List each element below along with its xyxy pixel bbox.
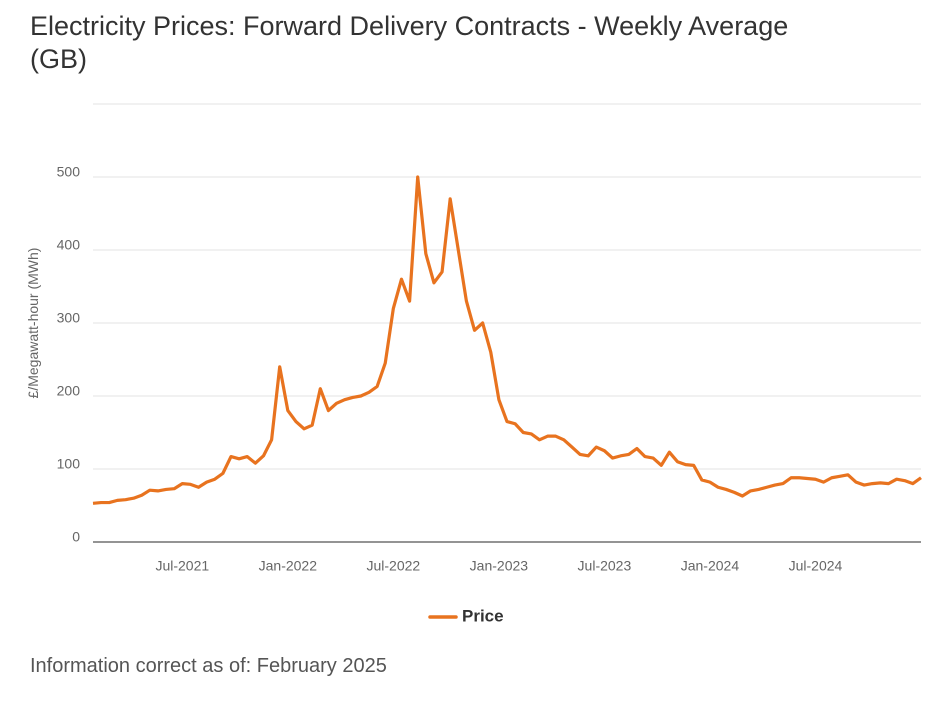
price-line: [92, 175, 922, 505]
x-tick-label: Jan-2024: [681, 558, 740, 574]
x-tick-label: Jul-2021: [155, 558, 209, 574]
x-tick-label: Jul-2023: [578, 558, 632, 574]
x-tick-label: Jul-2022: [367, 558, 421, 574]
legend-label: Price: [462, 606, 504, 625]
x-tick-label: Jan-2023: [470, 558, 529, 574]
y-axis-title: £/Megawatt-hour (MWh): [25, 248, 41, 399]
y-tick-label: 300: [57, 310, 81, 326]
chart: £/Megawatt-hour (MWh) 0 100 200 300 400 500 Ju…: [25, 103, 922, 625]
y-tick-label: 500: [57, 164, 81, 180]
x-tick-label: Jan-2022: [259, 558, 318, 574]
chart-title: Electricity Prices: Forward Delivery Con…: [30, 11, 789, 74]
footnote: Information correct as of: February 2025: [30, 655, 387, 677]
y-tick-label: 200: [57, 383, 81, 399]
legend: Price: [428, 606, 504, 625]
y-tick-label: 100: [57, 456, 81, 472]
x-tick-label: Jul-2024: [789, 558, 843, 574]
y-tick-label: 400: [57, 237, 81, 253]
y-tick-label: 0: [72, 529, 80, 545]
